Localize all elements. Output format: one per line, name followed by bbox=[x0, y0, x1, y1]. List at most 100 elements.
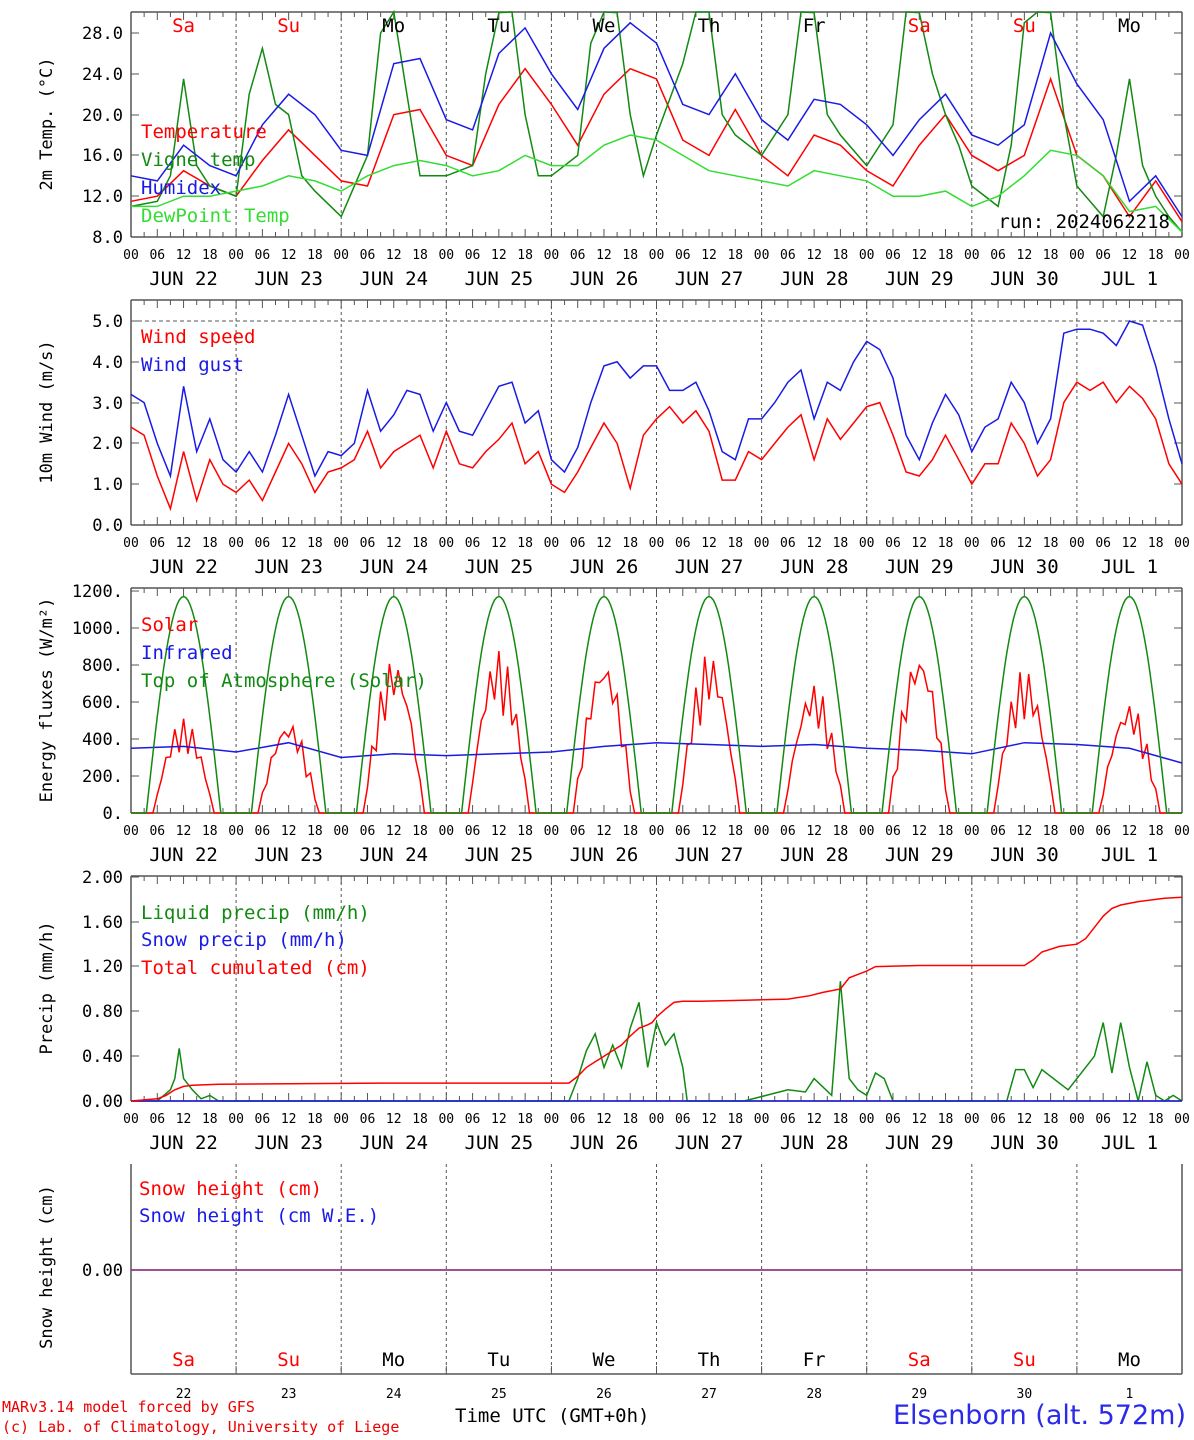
date-label: JUN 24 bbox=[359, 268, 428, 290]
day-name: Su bbox=[1013, 15, 1036, 37]
series-line-wind-gust bbox=[130, 320, 1183, 479]
y-tick-label: 1.60 bbox=[82, 913, 123, 933]
hour-label: 06 bbox=[780, 248, 796, 263]
hour-label: 18 bbox=[202, 536, 218, 551]
date-label: JUN 27 bbox=[675, 1132, 744, 1154]
y-tick-label: 12.0 bbox=[82, 187, 123, 207]
y-tick-label: 24.0 bbox=[82, 65, 123, 85]
hour-label: 00 bbox=[964, 1112, 980, 1127]
date-label: JUN 29 bbox=[885, 556, 954, 578]
hour-label: 18 bbox=[833, 536, 849, 551]
date-label: JUN 22 bbox=[149, 844, 218, 866]
date-label: JUN 30 bbox=[990, 1132, 1059, 1154]
hour-label: 06 bbox=[570, 824, 586, 839]
hour-label: 12 bbox=[491, 248, 507, 263]
date-label: JUN 26 bbox=[570, 268, 639, 290]
hour-label: 00 bbox=[649, 1112, 665, 1127]
date-label: JUN 26 bbox=[570, 556, 639, 578]
hour-label: 18 bbox=[412, 536, 428, 551]
hour-label: 06 bbox=[990, 536, 1006, 551]
hour-label: 12 bbox=[491, 536, 507, 551]
hour-label: 18 bbox=[622, 248, 638, 263]
hour-label: 18 bbox=[412, 248, 428, 263]
hour-label: 12 bbox=[701, 536, 717, 551]
hour-label: 18 bbox=[622, 1112, 638, 1127]
day-number: 1 bbox=[1126, 1387, 1134, 1402]
hour-label: 12 bbox=[701, 1112, 717, 1127]
date-label: JUN 28 bbox=[780, 844, 849, 866]
day-name: Mo bbox=[382, 1349, 405, 1371]
series-line-humidex bbox=[130, 21, 1183, 218]
date-label: JUN 28 bbox=[780, 556, 849, 578]
day-number: 25 bbox=[491, 1387, 507, 1402]
hour-label: 00 bbox=[964, 824, 980, 839]
hour-label: 06 bbox=[360, 536, 376, 551]
y-tick-label: 2.0 bbox=[92, 434, 123, 454]
hour-label: 00 bbox=[1174, 1112, 1190, 1127]
hour-label: 00 bbox=[859, 1112, 875, 1127]
hour-label: 00 bbox=[1069, 248, 1085, 263]
hour-label: 12 bbox=[1017, 1112, 1033, 1127]
date-label: JUN 24 bbox=[359, 556, 428, 578]
time-axis-label: Time UTC (GMT+0h) bbox=[455, 1405, 650, 1427]
day-name: Tu bbox=[487, 1349, 510, 1371]
hour-label: 18 bbox=[412, 824, 428, 839]
y-tick-label: 2.00 bbox=[82, 868, 123, 888]
y-tick-label: 3.0 bbox=[92, 394, 123, 414]
y-axis-label: Energy fluxes (W/m²) bbox=[37, 598, 57, 803]
hour-label: 18 bbox=[307, 536, 323, 551]
legend-label: DewPoint Temp bbox=[141, 205, 290, 227]
legend-label: Total cumulated (cm) bbox=[141, 957, 370, 979]
hour-label: 06 bbox=[885, 248, 901, 263]
hour-label: 12 bbox=[281, 824, 297, 839]
hour-label: 06 bbox=[885, 536, 901, 551]
lab-credit: (c) Lab. of Climatology, University of L… bbox=[2, 1418, 400, 1436]
hour-label: 12 bbox=[596, 536, 612, 551]
day-number: 26 bbox=[596, 1387, 612, 1402]
hour-label: 12 bbox=[176, 536, 192, 551]
hour-label: 18 bbox=[833, 1112, 849, 1127]
date-label: JUL 1 bbox=[1101, 556, 1158, 578]
hour-label: 12 bbox=[911, 248, 927, 263]
y-axis-label: Precip (mm/h) bbox=[37, 921, 57, 1054]
hour-label: 00 bbox=[964, 536, 980, 551]
hour-label: 00 bbox=[123, 824, 139, 839]
hour-label: 00 bbox=[754, 1112, 770, 1127]
date-label: JUN 26 bbox=[570, 1132, 639, 1154]
date-label: JUN 30 bbox=[990, 268, 1059, 290]
series-line-vigne-temp bbox=[130, 9, 1183, 233]
hour-label: 18 bbox=[1148, 1112, 1164, 1127]
date-label: JUN 23 bbox=[254, 268, 323, 290]
hour-label: 00 bbox=[754, 248, 770, 263]
y-tick-label: 1.0 bbox=[92, 475, 123, 495]
hour-label: 18 bbox=[307, 824, 323, 839]
hour-label: 18 bbox=[202, 1112, 218, 1127]
day-name: Tu bbox=[487, 15, 510, 37]
hour-label: 06 bbox=[570, 1112, 586, 1127]
hour-label: 06 bbox=[675, 248, 691, 263]
hour-label: 00 bbox=[544, 824, 560, 839]
hour-label: 00 bbox=[228, 1112, 244, 1127]
y-tick-label: 200. bbox=[82, 767, 123, 787]
date-label: JUN 27 bbox=[675, 556, 744, 578]
hour-label: 12 bbox=[806, 536, 822, 551]
hour-label: 12 bbox=[491, 1112, 507, 1127]
hour-label: 06 bbox=[149, 248, 165, 263]
hour-label: 00 bbox=[228, 824, 244, 839]
hour-label: 18 bbox=[1148, 248, 1164, 263]
y-tick-label: 1.20 bbox=[82, 957, 123, 977]
hour-label: 12 bbox=[806, 248, 822, 263]
hour-label: 12 bbox=[1122, 1112, 1138, 1127]
hour-label: 06 bbox=[1095, 248, 1111, 263]
hour-label: 18 bbox=[307, 248, 323, 263]
hour-label: 00 bbox=[228, 536, 244, 551]
hour-label: 18 bbox=[622, 536, 638, 551]
legend-label: Top of Atmosphere (Solar) bbox=[141, 670, 427, 692]
y-tick-label: 5.0 bbox=[92, 312, 123, 332]
y-axis-label: 10m Wind (m/s) bbox=[37, 340, 57, 483]
hour-label: 06 bbox=[255, 248, 271, 263]
legend-label: Humidex bbox=[141, 177, 221, 199]
date-label: JUN 30 bbox=[990, 844, 1059, 866]
hour-label: 18 bbox=[202, 824, 218, 839]
